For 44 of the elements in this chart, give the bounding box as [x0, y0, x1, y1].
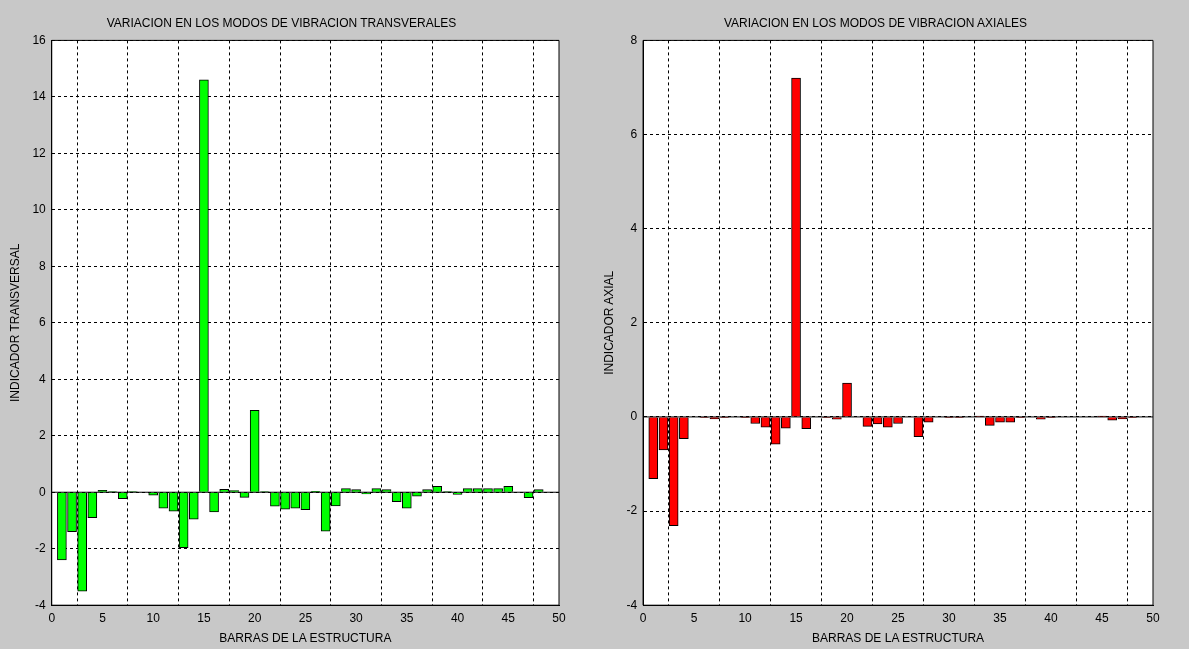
y-tick-label: 0 [39, 484, 47, 499]
y-tick-label: -4 [35, 597, 47, 612]
y-tick-label: 2 [630, 315, 638, 330]
x-tick-label: 5 [99, 610, 107, 625]
y-tick-label: 10 [32, 202, 47, 217]
x-tick-label: 15 [197, 610, 211, 625]
x-axis-title: BARRAS DE LA ESTRUCTURA [219, 631, 392, 646]
x-tick-label: 50 [552, 610, 566, 625]
y-tick-label: 6 [39, 315, 47, 330]
y-axis-title: INDICADOR AXIAL [601, 270, 616, 375]
x-tick-label: 35 [993, 610, 1008, 625]
x-tick-label: 40 [1044, 610, 1059, 625]
x-tick-label: 10 [738, 610, 753, 625]
y-tick-label: 6 [630, 126, 638, 141]
y-axis-title: INDICADOR TRANSVERSAL [7, 243, 22, 403]
y-tick-label: 0 [630, 409, 638, 424]
x-tick-label: 20 [840, 610, 855, 625]
y-tick-label: -2 [626, 503, 638, 518]
y-tick-label: 12 [32, 145, 47, 160]
x-tick-label: 5 [690, 610, 698, 625]
x-tick-label: 25 [298, 610, 313, 625]
y-tick-label: -4 [626, 597, 638, 612]
x-tick-label: 50 [1146, 610, 1160, 625]
y-tick-label: 16 [32, 32, 47, 47]
y-tick-label: 2 [39, 428, 47, 443]
x-tick-label: 15 [789, 610, 804, 625]
y-tick-label: 4 [630, 220, 638, 235]
x-tick-label: 30 [942, 610, 957, 625]
y-tick-label: 8 [39, 258, 47, 273]
y-tick-label: 4 [39, 371, 47, 386]
x-axis-title: BARRAS DE LA ESTRUCTURA [812, 631, 985, 646]
x-tick-label: 25 [891, 610, 906, 625]
x-tick-label: 10 [146, 610, 161, 625]
x-tick-label: 45 [501, 610, 516, 625]
chart-title: VARIACION EN LOS MODOS DE VIBRACION TRANSVERALES [106, 15, 457, 30]
x-tick-label: 30 [349, 610, 364, 625]
y-tick-label: 14 [32, 89, 47, 104]
y-tick-label: 8 [630, 32, 638, 47]
x-tick-label: 45 [1095, 610, 1109, 625]
x-tick-label: 20 [247, 610, 262, 625]
x-tick-label: 35 [400, 610, 414, 625]
chart-title: VARIACION EN LOS MODOS DE VIBRACION AXIALES [723, 15, 1028, 30]
x-tick-label: 40 [450, 610, 465, 625]
y-tick-label: -2 [35, 541, 47, 556]
